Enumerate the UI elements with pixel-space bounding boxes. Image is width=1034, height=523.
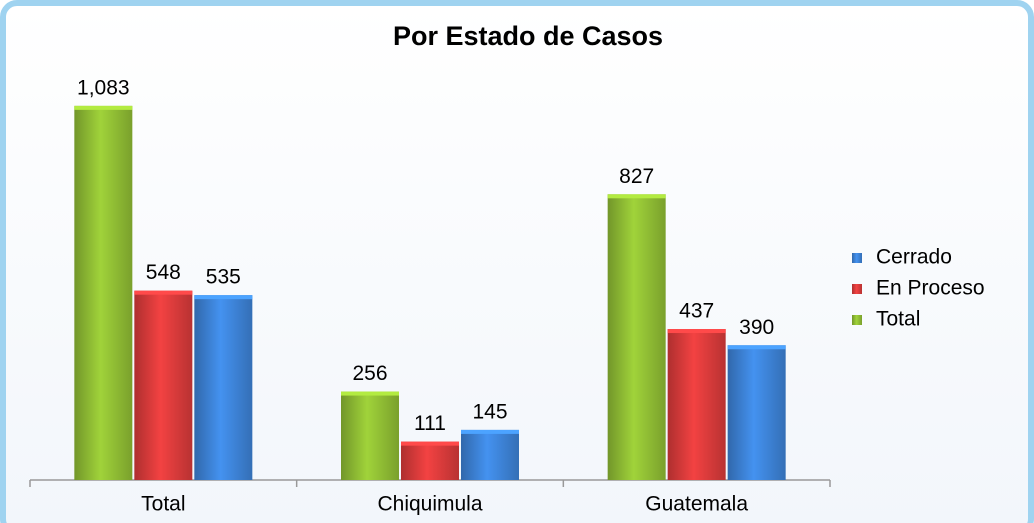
chart-title: Por Estado de Casos xyxy=(393,21,663,51)
legend-label: En Proceso xyxy=(876,277,985,300)
data-label: 1,083 xyxy=(77,76,130,99)
bar-cap xyxy=(607,194,666,199)
data-label: 827 xyxy=(619,165,654,188)
x-tick-label: Total xyxy=(141,493,185,516)
bar xyxy=(134,290,193,480)
legend-swatch xyxy=(852,253,862,263)
bar xyxy=(727,345,786,480)
bar-cap xyxy=(667,329,726,334)
bar-cap xyxy=(134,290,193,295)
bar xyxy=(667,329,726,480)
bar xyxy=(194,295,253,480)
data-label: 437 xyxy=(679,300,714,323)
x-tick-label: Chiquimula xyxy=(377,493,482,516)
legend-label: Total xyxy=(876,308,920,331)
legend-swatch xyxy=(852,284,862,294)
bar-cap xyxy=(461,429,519,434)
bar xyxy=(74,105,133,480)
bar xyxy=(401,441,459,480)
data-label: 145 xyxy=(472,400,507,423)
bar-cap xyxy=(401,441,459,446)
bar-cap xyxy=(727,345,786,350)
bar-cap xyxy=(74,105,133,110)
data-label: 535 xyxy=(206,266,241,289)
bar xyxy=(461,429,519,480)
x-tick-label: Guatemala xyxy=(645,493,748,516)
data-label: 548 xyxy=(146,261,181,284)
legend-label: Cerrado xyxy=(876,246,952,269)
bar xyxy=(607,194,666,481)
legend-swatch xyxy=(852,315,862,325)
bar-cap xyxy=(194,295,253,300)
bar xyxy=(341,391,399,480)
data-label: 256 xyxy=(352,362,387,385)
bar-cap xyxy=(341,391,399,396)
data-label: 390 xyxy=(739,316,774,339)
data-label: 111 xyxy=(414,412,446,435)
